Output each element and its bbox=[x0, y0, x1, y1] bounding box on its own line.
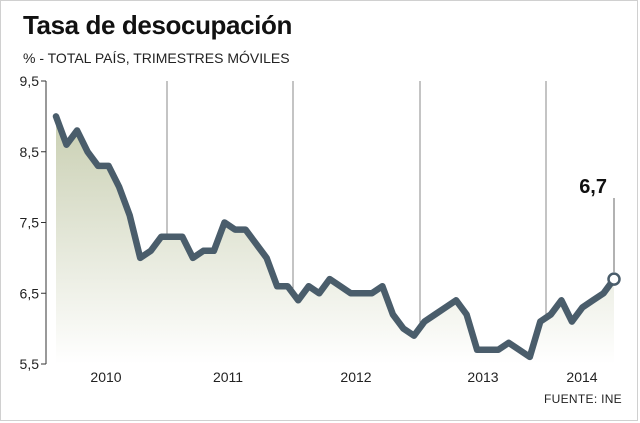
series-line bbox=[52, 113, 618, 361]
source-note: FUENTE: INE bbox=[544, 392, 622, 406]
x-year-label: 2010 bbox=[90, 369, 121, 385]
chart-subtitle: % - TOTAL PAÍS, TRIMESTRES MÓVILES bbox=[23, 50, 290, 66]
x-year-label: 2014 bbox=[566, 369, 597, 385]
y-tick-label: 6,5 bbox=[20, 285, 40, 301]
area-fill bbox=[56, 116, 614, 365]
y-tick-label: 9,5 bbox=[20, 73, 40, 89]
y-tick-label: 7,5 bbox=[20, 215, 40, 231]
x-year-label: 2013 bbox=[467, 369, 498, 385]
x-year-label: 2012 bbox=[340, 369, 371, 385]
y-tick-label: 5,5 bbox=[20, 356, 40, 372]
x-year-label: 2011 bbox=[213, 369, 243, 385]
last-value-label: 6,7 bbox=[579, 176, 607, 198]
chart-title: Tasa de desocupación bbox=[23, 10, 292, 40]
y-tick-label: 8,5 bbox=[20, 144, 40, 160]
last-value-marker bbox=[607, 272, 621, 286]
